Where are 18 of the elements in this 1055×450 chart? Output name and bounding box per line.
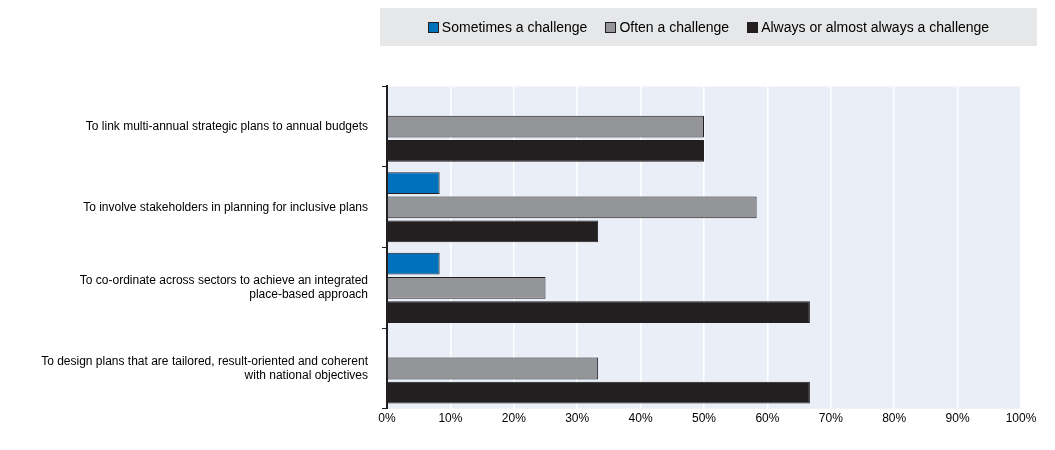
y-tick-label: To co-ordinate across sectors to achieve an integrated place-based approach (79, 273, 368, 302)
x-tick-label: 0% (378, 411, 396, 426)
x-tick-label: 100% (1005, 411, 1037, 426)
legend-label: Often a challenge (619, 19, 730, 35)
x-tick-label: 70% (818, 411, 844, 426)
y-tick-label: To link multi-annual strategic plans to annual budgets (85, 119, 368, 134)
x-tick-label: 90% (945, 411, 970, 426)
legend-label: Sometimes a challenge (441, 19, 588, 35)
y-tick-label: To design plans that are tailored, result-oriented and coherent with national objectives (41, 353, 369, 383)
x-tick-label: 30% (565, 411, 590, 426)
x-tick-label: 20% (501, 411, 527, 426)
x-tick-label: 10% (438, 411, 463, 426)
y-tick-label: To involve stakeholders in planning for inclusive plans (83, 199, 368, 214)
x-tick-label: 60% (755, 411, 780, 426)
x-tick-label: 80% (882, 411, 907, 426)
legend-label: Always or almost always a challenge (761, 19, 990, 35)
x-tick-label: 50% (691, 411, 717, 426)
x-tick-label: 40% (628, 411, 653, 426)
